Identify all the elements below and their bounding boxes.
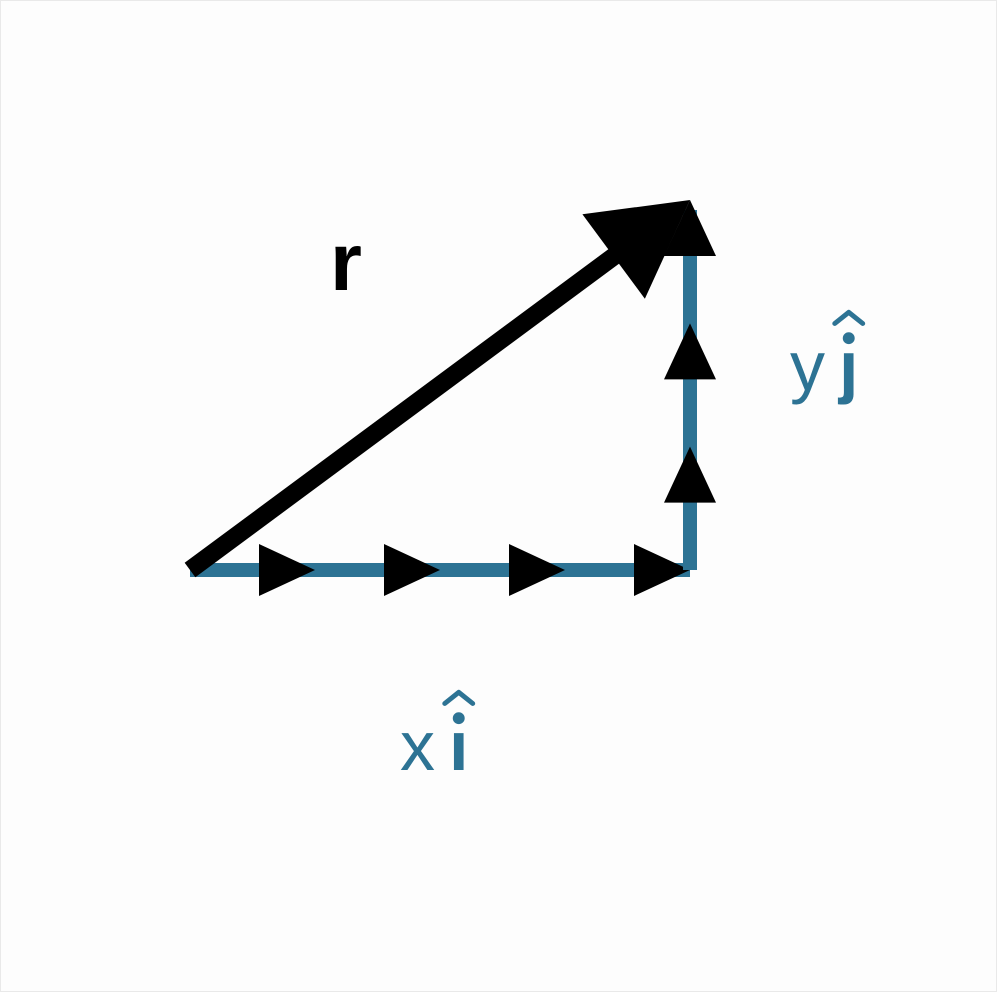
arrowhead [509, 544, 565, 596]
label-yj: y ȷ [790, 312, 863, 405]
arrowhead [634, 544, 690, 596]
arrowhead [384, 544, 440, 596]
label-r: r [330, 217, 362, 308]
arrowhead [664, 447, 716, 503]
label-xi-hat [445, 692, 473, 703]
vector-diagram: r x ı y ȷ [0, 0, 997, 992]
label-xi-dot [453, 712, 465, 724]
arrowhead [259, 544, 315, 596]
arrowhead [664, 323, 716, 379]
canvas-border [1, 1, 997, 992]
r-vector-line [190, 231, 648, 570]
label-yj-dot [843, 332, 855, 344]
label-xi: x ı [400, 692, 473, 785]
label-yj-hat [835, 312, 863, 323]
